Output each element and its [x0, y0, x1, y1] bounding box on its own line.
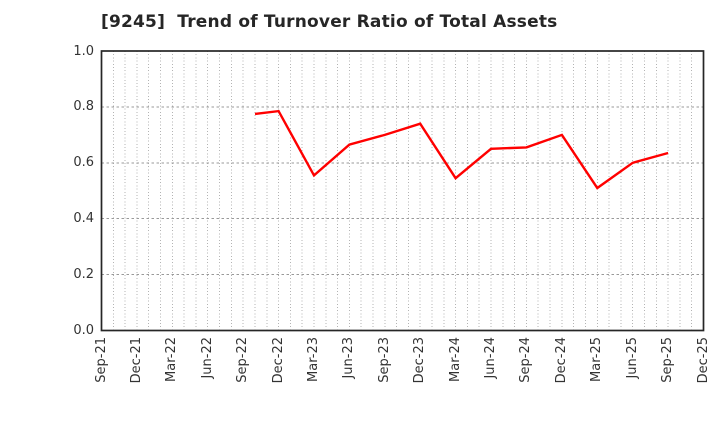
x-tick-label: Jun-22 [199, 337, 215, 379]
y-tick-label: 0.0 [73, 323, 94, 338]
y-tick-label: 0.2 [73, 267, 94, 283]
x-tick-label: Sep-23 [376, 337, 392, 383]
x-tick-label: Sep-24 [518, 337, 534, 383]
y-tick-label: 0.4 [73, 211, 94, 227]
x-tick-label: Dec-22 [270, 337, 286, 384]
x-tick-label: Jun-25 [624, 337, 640, 379]
x-tick-label: Dec-25 [695, 337, 711, 384]
y-tick-label: 0.8 [73, 99, 94, 115]
axis-frame [100, 50, 705, 332]
x-tick-label: Mar-23 [306, 337, 321, 382]
x-tick-label: Dec-21 [128, 337, 144, 384]
vertical-gridlines [112, 51, 693, 331]
chart-title: [9245] Trend of Turnover Ratio of Total … [101, 12, 558, 32]
y-tick-label: 1.0 [73, 43, 94, 59]
x-tick-label: Sep-21 [93, 337, 109, 383]
x-tick-label: Jun-24 [483, 337, 498, 379]
y-tick-label: 0.6 [73, 155, 94, 171]
x-tick-label: Jun-23 [341, 337, 357, 379]
x-tick-label: Mar-25 [589, 337, 605, 382]
x-tick-label: Mar-22 [164, 337, 180, 382]
x-tick-label: Mar-24 [447, 337, 463, 382]
x-tick-label: Dec-23 [412, 337, 428, 384]
x-tick-label: Sep-25 [660, 337, 676, 383]
x-tick-label: Sep-22 [235, 337, 251, 383]
x-tick-label: Dec-24 [553, 337, 569, 384]
series-line [254, 109, 669, 190]
horizontal-gridlines [101, 106, 704, 276]
